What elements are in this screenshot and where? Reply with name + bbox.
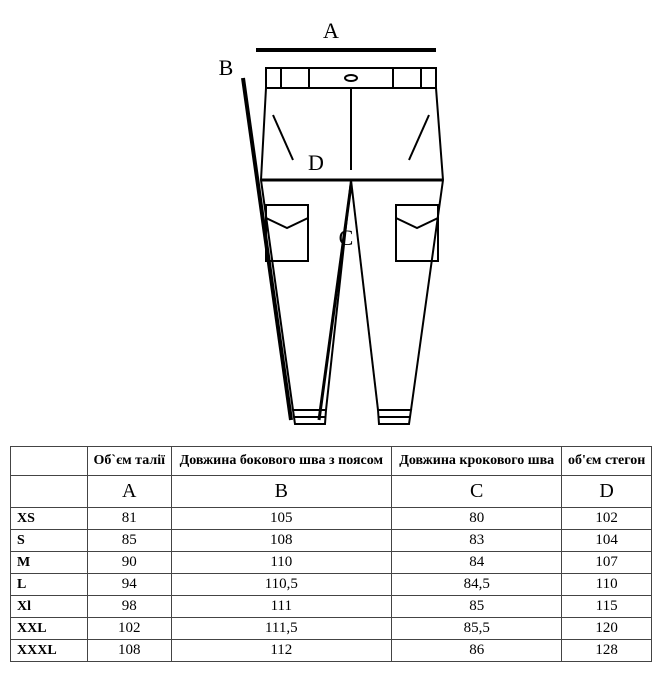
table-header-row: Об`єм талії Довжина бокового шва з поясо… xyxy=(11,447,652,476)
letter-col-2: B xyxy=(171,476,392,508)
value-cell: 110,5 xyxy=(171,574,392,596)
table-row: S8510883104 xyxy=(11,530,652,552)
value-cell: 98 xyxy=(88,596,172,618)
value-cell: 80 xyxy=(392,508,562,530)
diagram-area: A B D C xyxy=(10,10,652,440)
value-cell: 110 xyxy=(171,552,392,574)
table-letter-row: A B C D xyxy=(11,476,652,508)
label-a: A xyxy=(323,20,339,43)
value-cell: 108 xyxy=(88,640,172,662)
letter-col-3: C xyxy=(392,476,562,508)
table-row: M9011084107 xyxy=(11,552,652,574)
header-col-1: Об`єм талії xyxy=(88,447,172,476)
size-cell: XXL xyxy=(11,618,88,640)
value-cell: 85,5 xyxy=(392,618,562,640)
size-cell: S xyxy=(11,530,88,552)
value-cell: 110 xyxy=(562,574,652,596)
value-cell: 128 xyxy=(562,640,652,662)
value-cell: 86 xyxy=(392,640,562,662)
value-cell: 84,5 xyxy=(392,574,562,596)
size-cell: L xyxy=(11,574,88,596)
value-cell: 102 xyxy=(562,508,652,530)
header-col-4: об'єм стегон xyxy=(562,447,652,476)
value-cell: 102 xyxy=(88,618,172,640)
table-row: XXL102111,585,5120 xyxy=(11,618,652,640)
size-cell: Xl xyxy=(11,596,88,618)
value-cell: 85 xyxy=(392,596,562,618)
value-cell: 112 xyxy=(171,640,392,662)
value-cell: 85 xyxy=(88,530,172,552)
pants-svg: A B D C xyxy=(181,20,481,440)
size-table: Об`єм талії Довжина бокового шва з поясо… xyxy=(10,446,652,662)
value-cell: 120 xyxy=(562,618,652,640)
table-row: L94110,584,5110 xyxy=(11,574,652,596)
header-col-3: Довжина крокового шва xyxy=(392,447,562,476)
label-b: B xyxy=(219,55,234,80)
value-cell: 90 xyxy=(88,552,172,574)
size-cell: M xyxy=(11,552,88,574)
value-cell: 111 xyxy=(171,596,392,618)
header-empty xyxy=(11,447,88,476)
table-row: XXXL10811286128 xyxy=(11,640,652,662)
value-cell: 84 xyxy=(392,552,562,574)
value-cell: 108 xyxy=(171,530,392,552)
letter-col-4: D xyxy=(562,476,652,508)
value-cell: 111,5 xyxy=(171,618,392,640)
size-cell: XXXL xyxy=(11,640,88,662)
table-row: XS8110580102 xyxy=(11,508,652,530)
value-cell: 94 xyxy=(88,574,172,596)
value-cell: 105 xyxy=(171,508,392,530)
value-cell: 81 xyxy=(88,508,172,530)
label-d: D xyxy=(308,150,324,175)
value-cell: 83 xyxy=(392,530,562,552)
header-col-2: Довжина бокового шва з поясом xyxy=(171,447,392,476)
value-cell: 115 xyxy=(562,596,652,618)
table-row: Xl9811185115 xyxy=(11,596,652,618)
letter-col-1: A xyxy=(88,476,172,508)
size-cell: XS xyxy=(11,508,88,530)
value-cell: 104 xyxy=(562,530,652,552)
table-body: XS8110580102S8510883104M9011084107L94110… xyxy=(11,508,652,662)
value-cell: 107 xyxy=(562,552,652,574)
pants-diagram: A B D C xyxy=(181,20,481,440)
letter-empty xyxy=(11,476,88,508)
